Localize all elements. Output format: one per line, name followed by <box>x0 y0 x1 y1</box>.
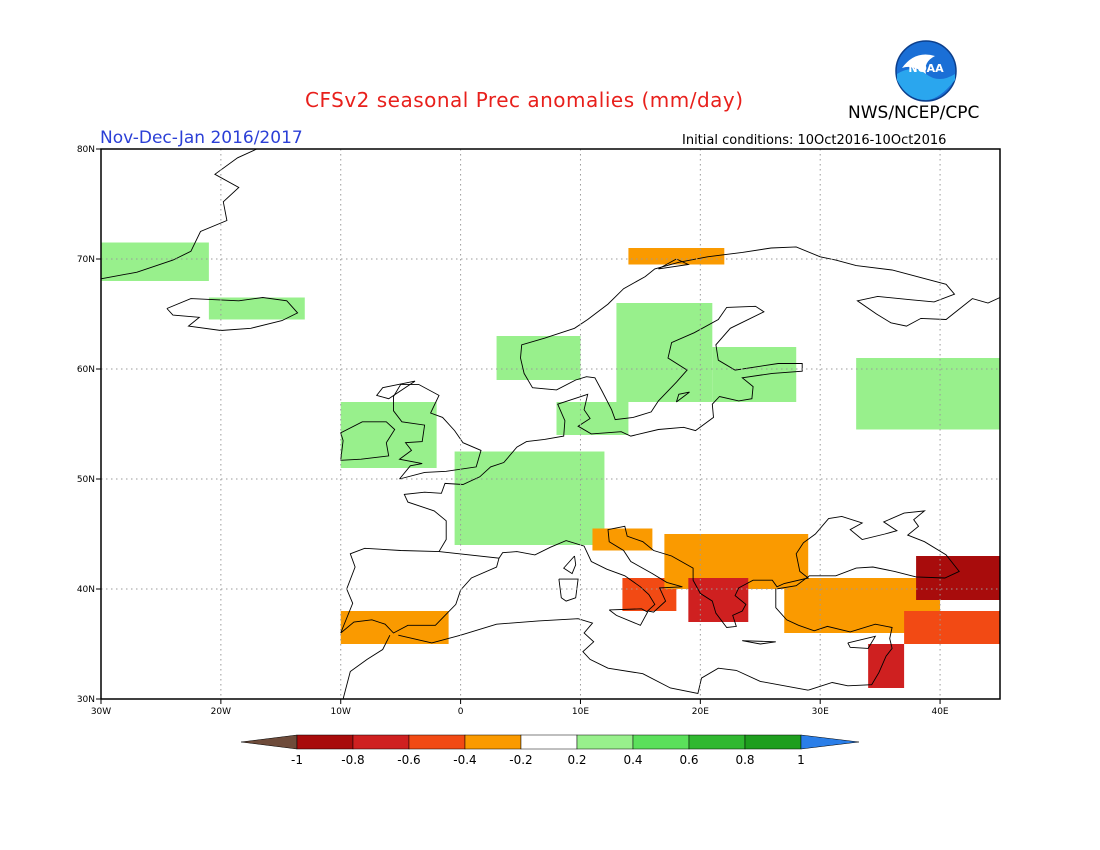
logo-text: NOAA <box>908 62 944 75</box>
colorbar-arrow-low <box>240 734 298 750</box>
coastline-8 <box>398 618 809 695</box>
map-frame <box>100 148 1001 700</box>
colorbar-swatch-8 <box>744 734 802 750</box>
colorbar-swatch-4 <box>520 734 578 750</box>
coastline-3 <box>166 297 299 331</box>
colorbar-label: -0.4 <box>453 753 476 767</box>
colorbar-label: 0.8 <box>735 753 754 767</box>
colorbar-arrow-high <box>800 734 860 750</box>
anomaly-region-2 <box>496 336 581 380</box>
coastline-16 <box>375 380 416 400</box>
anomaly-fills <box>101 242 1000 688</box>
colorbar-label: -0.6 <box>397 753 420 767</box>
coastline-12 <box>742 640 776 645</box>
colorbar-swatch-2 <box>408 734 466 750</box>
colorbar-swatch-7 <box>688 734 746 750</box>
colorbar-swatch-5 <box>576 734 634 750</box>
anomaly-region-1 <box>208 297 305 320</box>
coastline-13 <box>847 635 877 649</box>
anomaly-region-11 <box>592 528 653 551</box>
coastline-6 <box>498 510 960 691</box>
anomaly-region-0 <box>101 242 209 281</box>
colorbar-swatch-6 <box>632 734 690 750</box>
lon-tick-label: 10E <box>572 707 589 717</box>
anomaly-region-8 <box>454 451 605 545</box>
anomaly-region-4 <box>712 347 797 402</box>
coastline-9 <box>558 578 579 602</box>
coastline-10 <box>563 555 577 575</box>
coastline-4 <box>100 148 257 280</box>
lon-tick-label: 10W <box>331 707 351 717</box>
colorbar-label: 0.4 <box>623 753 642 767</box>
anomaly-region-3 <box>616 303 713 402</box>
lon-tick-label: 0 <box>458 707 464 717</box>
lon-tick-label: 30E <box>812 707 829 717</box>
lon-tick-label: 40E <box>931 707 948 717</box>
agency-label: NWS/NCEP/CPC <box>848 103 980 123</box>
lat-tick-label: 70N <box>77 255 95 265</box>
anomaly-region-7 <box>856 358 1000 430</box>
lat-tick-label: 80N <box>77 145 95 155</box>
colorbar-label: 1 <box>797 753 805 767</box>
coastline-15 <box>675 391 690 403</box>
anomaly-region-14 <box>688 578 749 622</box>
coastlines <box>100 148 1001 700</box>
initial-conditions: Initial conditions: 10Oct2016-10Oct2016 <box>682 133 947 148</box>
colorbar-swatch-0 <box>296 734 354 750</box>
anomaly-region-18 <box>904 611 1000 644</box>
lon-tick-label: 20W <box>211 707 231 717</box>
colorbar-label: 0.2 <box>567 753 586 767</box>
coastline-14 <box>658 258 690 270</box>
colorbar-label: 0.6 <box>679 753 698 767</box>
map-title: CFSv2 seasonal Prec anomalies (mm/day) <box>305 88 744 112</box>
anomaly-region-16 <box>916 556 1000 600</box>
colorbar-label: -0.2 <box>509 753 532 767</box>
graticule <box>101 149 1000 699</box>
coastline-5 <box>340 551 500 634</box>
lat-tick-label: 30N <box>77 695 95 705</box>
lon-tick-label: 20E <box>692 707 709 717</box>
lat-tick-label: 50N <box>77 475 95 485</box>
forecast-period: Nov-Dec-Jan 2016/2017 <box>100 128 303 148</box>
colorbar: -1 -0.8 -0.6 -0.4 -0.2 0.2 0.4 0.6 0.8 1 <box>240 734 860 767</box>
lat-tick-label: 60N <box>77 365 95 375</box>
colorbar-label: -1 <box>291 753 303 767</box>
axis-ticks: 30W 20W 10W 0 10E 20E 30E 40E 30N 40N 50N 60N 70N 80N <box>77 145 949 717</box>
colorbar-swatch-3 <box>464 734 522 750</box>
anomaly-region-10 <box>340 611 449 644</box>
colorbar-swatch-1 <box>352 734 410 750</box>
coastline-1 <box>340 421 396 461</box>
coastline-11 <box>608 608 649 626</box>
noaa-logo-icon: NOAA <box>895 40 957 102</box>
anomaly-region-6 <box>340 402 437 468</box>
coastline-0 <box>340 246 1001 634</box>
lat-tick-label: 40N <box>77 585 95 595</box>
lon-tick-label: 30W <box>91 707 111 717</box>
coastline-7 <box>342 634 391 700</box>
anomaly-region-5 <box>556 402 629 435</box>
colorbar-label: -0.8 <box>341 753 364 767</box>
